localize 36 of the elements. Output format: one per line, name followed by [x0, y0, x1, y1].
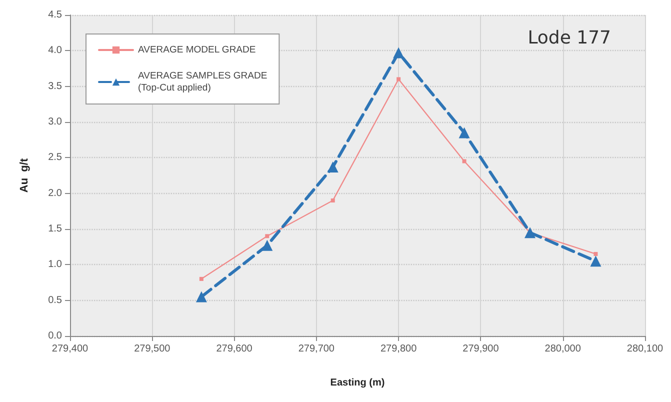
y-tick-label: 1.0 — [48, 259, 62, 270]
point — [396, 77, 401, 82]
x-tick-label: 280,000 — [544, 344, 582, 354]
legend-label: AVERAGE MODEL GRADE — [138, 44, 256, 56]
point — [330, 198, 335, 202]
y-tick-label: 3.5 — [48, 80, 62, 92]
y-tick-label: 4.5 — [48, 10, 62, 20]
x-tick-label: 280,100 — [626, 344, 664, 354]
x-tick-label: 279,800 — [380, 344, 418, 354]
point — [393, 47, 404, 58]
point — [262, 240, 273, 251]
y-axis-title: Au g/t — [18, 158, 30, 193]
x-tick-label: 279,400 — [52, 344, 89, 354]
point — [594, 252, 598, 256]
point — [199, 276, 204, 281]
x-tick-label: 279,700 — [298, 344, 335, 354]
point — [590, 256, 602, 267]
x-tick-label: 279,900 — [462, 344, 500, 354]
y-tick-label: 2.5 — [48, 152, 62, 164]
y-tick-label: 0.0 — [48, 330, 62, 342]
x-tick-label: 279,500 — [134, 344, 171, 354]
y-tick-label: 3.0 — [48, 116, 62, 128]
y-tick-label: 4.0 — [48, 45, 62, 56]
point — [458, 127, 470, 138]
legend-label: AVERAGE SAMPLES GRADE (Top-Cut applied) — [138, 70, 268, 94]
point — [524, 227, 536, 238]
text: Lode 177 — [528, 28, 612, 48]
y-tick-label: 1.5 — [48, 224, 62, 234]
x-tick-label: 279,600 — [216, 344, 253, 354]
point — [462, 159, 466, 164]
y-tick-label: 2.0 — [48, 188, 62, 199]
point — [327, 161, 338, 172]
y-tick-label: 0.5 — [48, 294, 62, 306]
point — [265, 234, 270, 238]
point — [196, 291, 207, 302]
x-axis-title: Easting (m) — [330, 378, 385, 388]
